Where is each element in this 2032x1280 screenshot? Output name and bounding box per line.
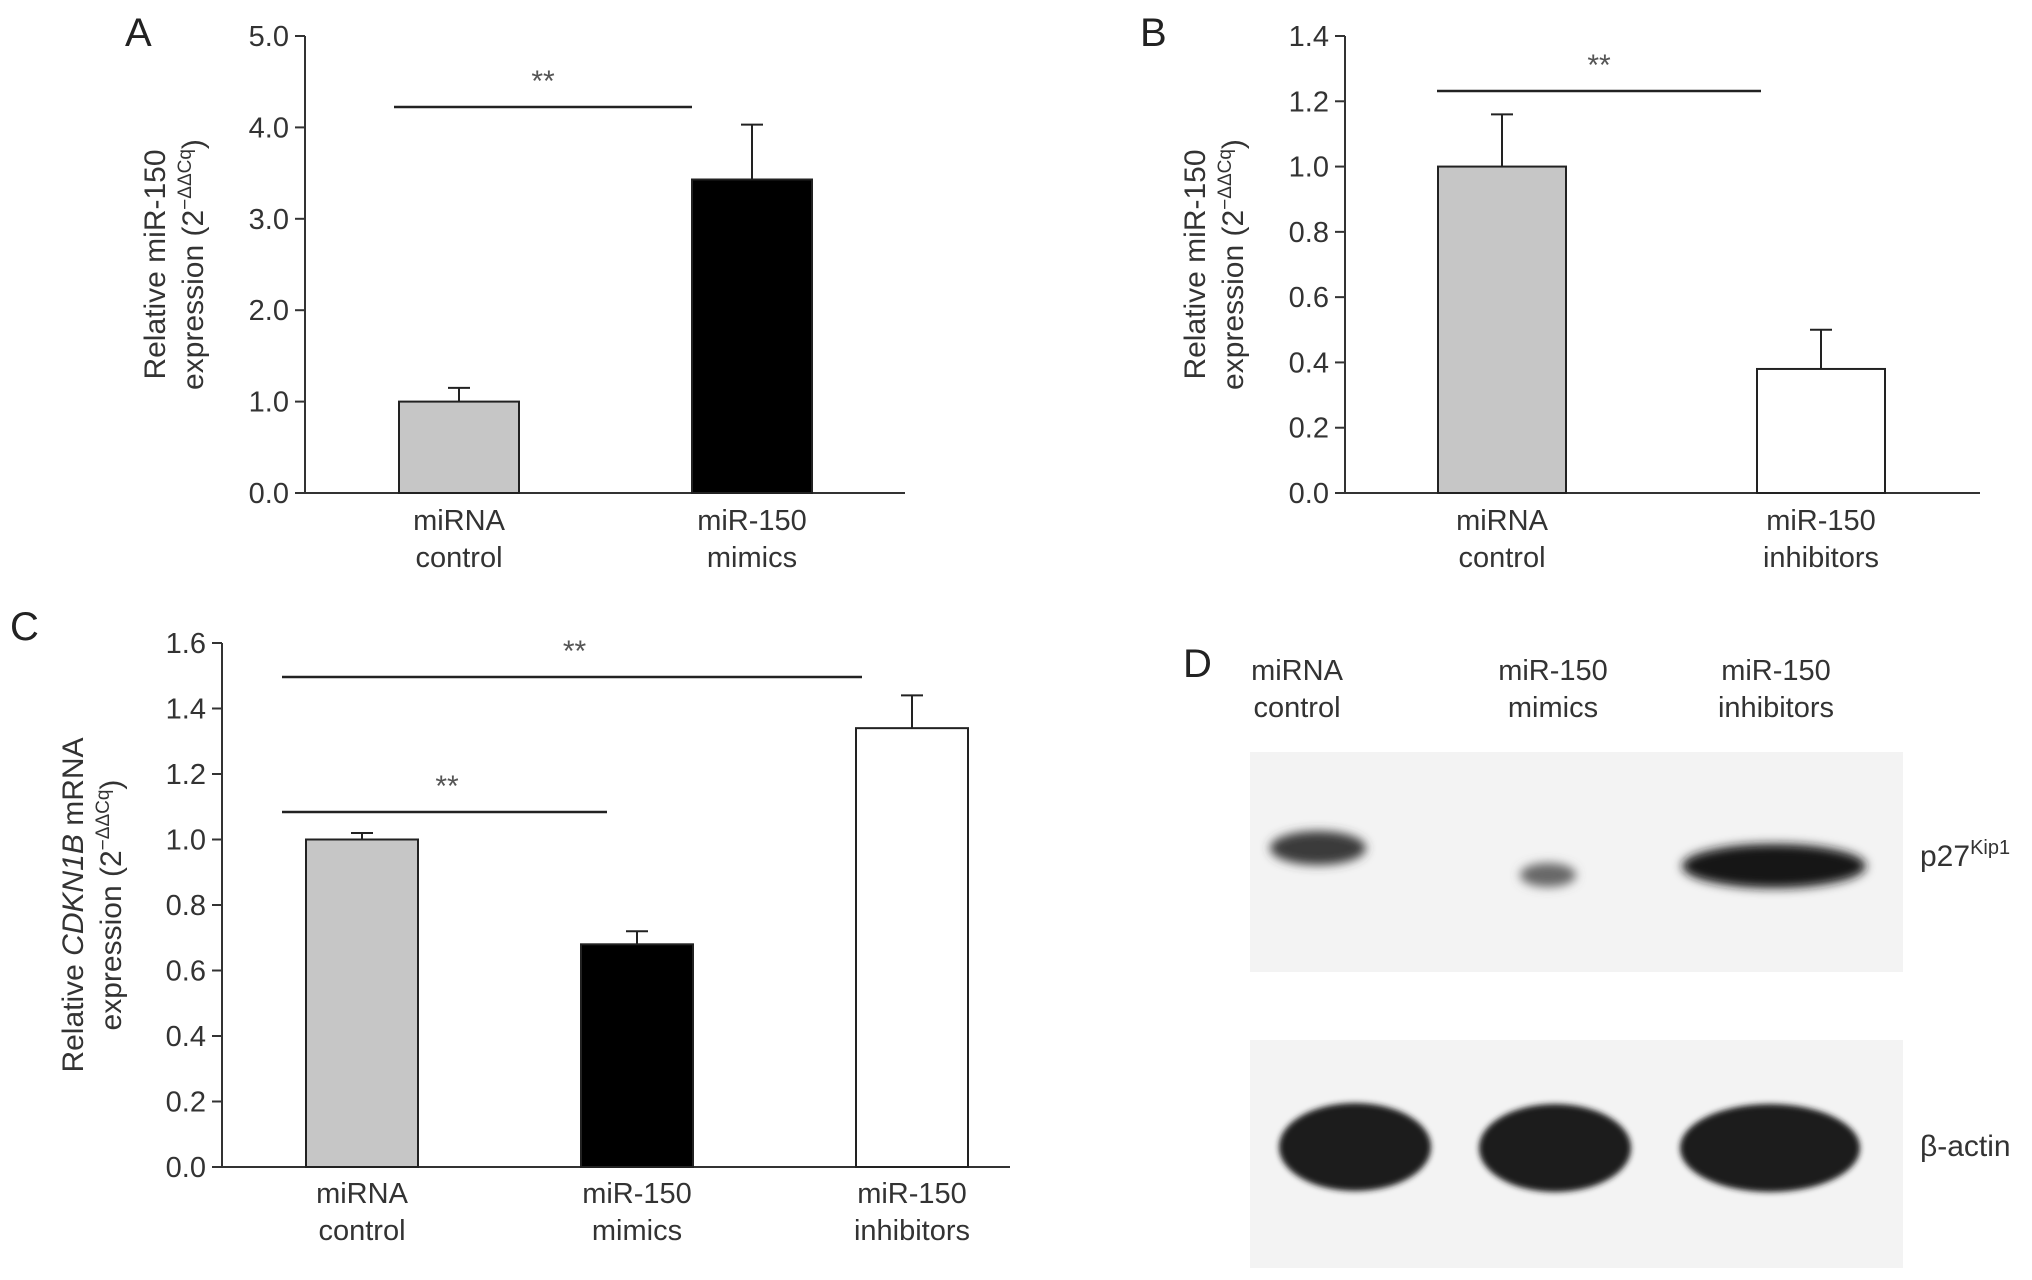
blot-row-label-actin: β-actin — [1920, 1130, 2011, 1163]
x-category-label: miRNA control — [316, 1178, 408, 1247]
bar — [398, 400, 520, 495]
blot-band-actin — [1479, 1104, 1631, 1192]
y-tick-label: 1.4 — [1289, 21, 1329, 53]
y-tick-label: 0.2 — [166, 1087, 206, 1119]
y-axis-label-line1: Relative miR-150 — [1179, 149, 1212, 379]
western-blot-panel: miRNA control miR-150 mimics miR-150 inhibito… — [1250, 655, 2011, 1268]
chart-panel-c: 0.0 0.2 0.4 0.6 0.8 1.0 1.2 1.4 1.6 Relative CDKN… — [57, 628, 1010, 1247]
y-tick-label: 5.0 — [249, 21, 289, 53]
x-category-label: miR-150 inhibitors — [1763, 505, 1879, 574]
y-tick-label: 0.0 — [249, 478, 289, 510]
chart-panel-b: 0.0 0.2 0.4 0.6 0.8 1.0 1.2 1.4 Relative miR-150… — [1179, 21, 1980, 574]
y-tick-label: 0.2 — [1289, 413, 1329, 445]
y-tick-label: 1.6 — [166, 628, 206, 660]
significance-label: ** — [531, 65, 555, 98]
x-category-label: miRNA control — [413, 505, 505, 574]
bar — [305, 838, 419, 1168]
blot-lane-label: miRNA control — [1251, 655, 1343, 724]
y-tick-label: 0.6 — [1289, 282, 1329, 314]
y-axis-label: Relative miR-150 expression (2−ΔΔCq) — [139, 139, 210, 390]
bar — [1437, 165, 1567, 494]
panel-letter-c: C — [10, 605, 39, 649]
y-axis-label-line2: expression (2−ΔΔCq) — [175, 139, 210, 390]
y-tick-label: 3.0 — [249, 204, 289, 236]
y-axis-label-line2: expression (2−ΔΔCq) — [1215, 139, 1250, 390]
significance-label: ** — [1587, 49, 1611, 82]
blot-lane-label: miR-150 inhibitors — [1718, 655, 1834, 724]
y-tick-label: 1.4 — [166, 694, 206, 726]
blot-band-p27 — [1520, 863, 1576, 887]
y-tick-label: 1.2 — [1289, 86, 1329, 118]
blot-band-p27 — [1682, 844, 1866, 888]
blot-band-p27 — [1270, 831, 1366, 865]
blot-lane-label: miR-150 mimics — [1498, 655, 1608, 724]
y-tick-label: 0.8 — [166, 890, 206, 922]
blot-band-actin — [1680, 1104, 1860, 1192]
y-axis-label: Relative miR-150 expression (2−ΔΔCq) — [1179, 139, 1250, 390]
y-tick-label: 4.0 — [249, 112, 289, 144]
y-axis-label-line2: expression (2−ΔΔCq) — [93, 780, 128, 1031]
y-tick-label: 0.8 — [1289, 217, 1329, 249]
y-tick-label: 0.0 — [166, 1152, 206, 1184]
chart-panel-a: 0.0 1.0 2.0 3.0 4.0 5.0 Relative miR-150 expres… — [139, 21, 905, 574]
x-category-label: miR-150 mimics — [582, 1178, 692, 1247]
x-category-label: miR-150 mimics — [697, 505, 807, 574]
bar — [580, 943, 694, 1168]
y-tick-label: 2.0 — [249, 295, 289, 327]
panel-letter-a: A — [125, 11, 152, 55]
y-tick-label: 0.0 — [1289, 478, 1329, 510]
blot-row-label-p27: p27Kip1 — [1920, 837, 2010, 873]
panel-letter-b: B — [1140, 11, 1167, 55]
x-category-label: miR-150 inhibitors — [854, 1178, 970, 1247]
y-axis-label-line1: Relative CDKN1B mRNA — [57, 737, 90, 1072]
y-axis-label-line1: Relative miR-150 — [139, 149, 172, 379]
bar — [691, 178, 813, 495]
y-tick-label: 0.4 — [166, 1021, 206, 1053]
significance-label: ** — [563, 635, 587, 668]
significance-label: ** — [435, 770, 459, 803]
panel-letter-d: D — [1183, 642, 1212, 686]
y-tick-label: 1.0 — [249, 387, 289, 419]
y-tick-label: 0.4 — [1289, 347, 1329, 379]
y-tick-label: 1.0 — [1289, 152, 1329, 184]
y-tick-label: 0.6 — [166, 956, 206, 988]
bar — [855, 727, 969, 1169]
blot-band-actin — [1279, 1103, 1431, 1191]
y-tick-label: 1.0 — [166, 825, 206, 857]
y-tick-label: 1.2 — [166, 759, 206, 791]
x-category-label: miRNA control — [1456, 505, 1548, 574]
bar — [1756, 367, 1886, 495]
